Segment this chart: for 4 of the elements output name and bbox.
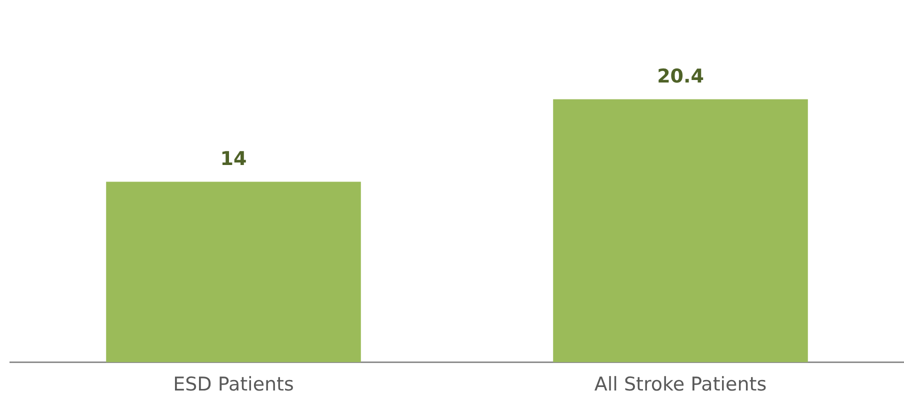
data-label: 20.4 xyxy=(657,66,704,88)
data-label: 14 xyxy=(220,148,247,170)
x-tick-label: ESD Patients xyxy=(173,374,294,396)
x-tick-label: All Stroke Patients xyxy=(594,374,767,396)
